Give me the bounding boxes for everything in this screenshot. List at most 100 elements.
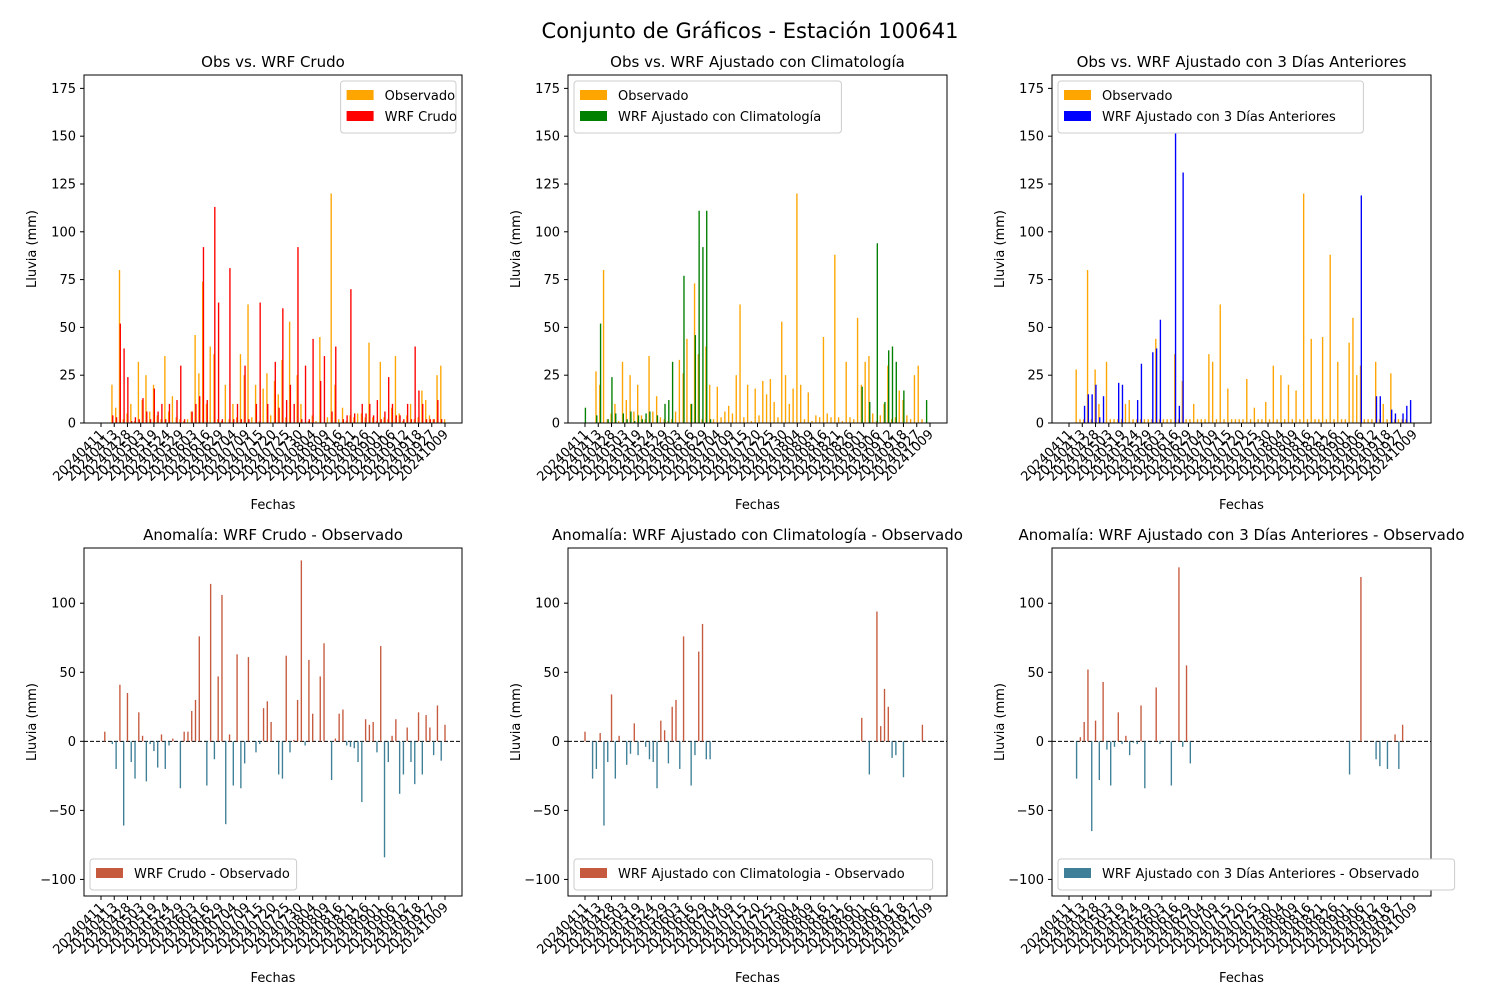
y-tick-label: −50 [49,804,76,819]
bar-observado-32 [705,346,707,423]
bar-anomalia-83 [414,741,416,785]
bar-observado-40 [1219,304,1221,423]
bar-anomalia-75 [868,741,871,775]
legend-swatch [346,111,374,121]
y-tick-label: 100 [51,597,76,612]
bar-observado-23 [186,419,189,423]
axes-frame [567,547,948,897]
bar-observado-11 [625,400,627,423]
legend-box [573,80,842,134]
bar-observado-61 [1299,419,1301,423]
bar-observado-6 [122,419,124,423]
bar-crudo-13 [149,419,152,423]
bar-anomalia-74 [1348,741,1351,775]
bar-crudo-87 [429,419,431,423]
bar-crudo-32 [221,419,224,423]
bar-observado-55 [792,388,794,423]
y-tick-label: 25 [1027,369,1044,384]
bar-observado-84 [417,417,419,423]
bar-observado-27 [1170,419,1172,423]
bar-crudo-41 [255,403,258,423]
bar-tres_dias-18 [1136,400,1139,423]
bar-anomalia-47 [277,741,280,775]
bar-crudo-56 [312,338,314,423]
bar-anomalia-8 [1098,741,1101,780]
bar-crudo-71 [369,403,371,423]
bar-anomalia-20 [1144,741,1146,789]
bar-observado-42 [258,421,261,423]
bar-observado-71 [368,342,370,423]
panels: Obs vs. WRF Crudo02550751001251501752024… [25,53,1465,986]
bar-anomalia-11 [141,735,144,742]
y-tick-label: −50 [1017,804,1044,819]
bar-observado-14 [1120,419,1123,423]
bar-clima-6 [607,419,609,423]
bar-tres_dias-4 [1083,405,1086,423]
bar-tres_dias-24 [1159,319,1162,423]
bar-anomalia-39 [247,657,250,742]
y-tick-label: 0 [1036,417,1044,432]
bar-observado-67 [837,417,840,423]
bar-anomalia-88 [1401,724,1404,742]
bar-anomalia-2 [591,741,594,779]
bar-tres_dias-86 [1394,413,1397,423]
bar-anomalia-59 [323,643,325,742]
bar-anomalia-23 [187,731,189,742]
bar-observado-71 [1337,361,1339,423]
bar-anomalia-15 [1125,735,1127,742]
bar-crudo-88 [433,419,435,423]
bar-anomalia-61 [330,741,333,780]
bar-anomalia-2 [1075,741,1078,779]
bar-crudo-89 [437,400,439,423]
y-tick-label: 0 [68,735,76,750]
legend-swatch [580,111,607,121]
bar-anomalia-81 [891,741,893,758]
y-axis-label: Lluvia (mm) [25,210,40,288]
bar-anomalia-87 [1398,741,1400,769]
bar-anomalia-31 [217,676,219,742]
bar-anomalia-53 [300,560,303,742]
bar-anomalia-77 [1360,577,1362,742]
bar-observado-9 [618,421,620,423]
bar-observado-77 [390,407,393,423]
bar-clima-73 [861,386,863,423]
bar-crudo-26 [199,396,201,423]
bar-crudo-9 [134,417,137,423]
bar-observado-20 [1143,419,1146,423]
y-tick-label: 0 [552,417,560,432]
bar-anomalia-89 [436,705,439,742]
bar-crudo-69 [361,403,363,423]
bar-anomalia-4 [1083,722,1085,742]
bar-anomalia-19 [1140,705,1142,742]
bar-anomalia-89 [921,724,924,742]
bar-anomalia-9 [618,735,620,742]
bar-observado-58 [1287,384,1290,423]
bar-crudo-4 [115,417,118,423]
bar-observado-16 [1128,400,1130,423]
bar-anomalia-71 [368,724,371,742]
bar-observado-85 [1390,373,1392,423]
y-axis-label: Lluvia (mm) [25,683,40,761]
bar-observado-90 [440,365,442,423]
bar-observado-22 [667,421,669,423]
bar-crudo-3 [112,415,114,423]
bar-observado-10 [621,361,624,423]
bar-observado-13 [149,411,151,423]
bar-observado-66 [1318,419,1320,423]
bar-observado-82 [894,417,897,423]
bar-anomalia-30 [1182,741,1184,747]
legend-label: WRF Ajustado con Climatologia - Observad… [618,867,905,882]
bar-observado-49 [769,379,772,423]
bar-anomalia-75 [383,741,386,858]
bar-observado-24 [674,411,677,423]
bar-observado-78 [879,415,881,423]
bar-clima-8 [615,413,617,423]
x-axis-label: Fechas [1219,498,1264,513]
bar-observado-79 [1367,419,1369,423]
bar-crudo-24 [191,411,193,423]
bar-observado-85 [421,390,423,423]
bar-anomalia-18 [1136,741,1138,745]
bar-observado-37 [724,411,726,423]
bar-anomalia-88 [432,741,435,756]
bar-observado-38 [243,375,245,423]
